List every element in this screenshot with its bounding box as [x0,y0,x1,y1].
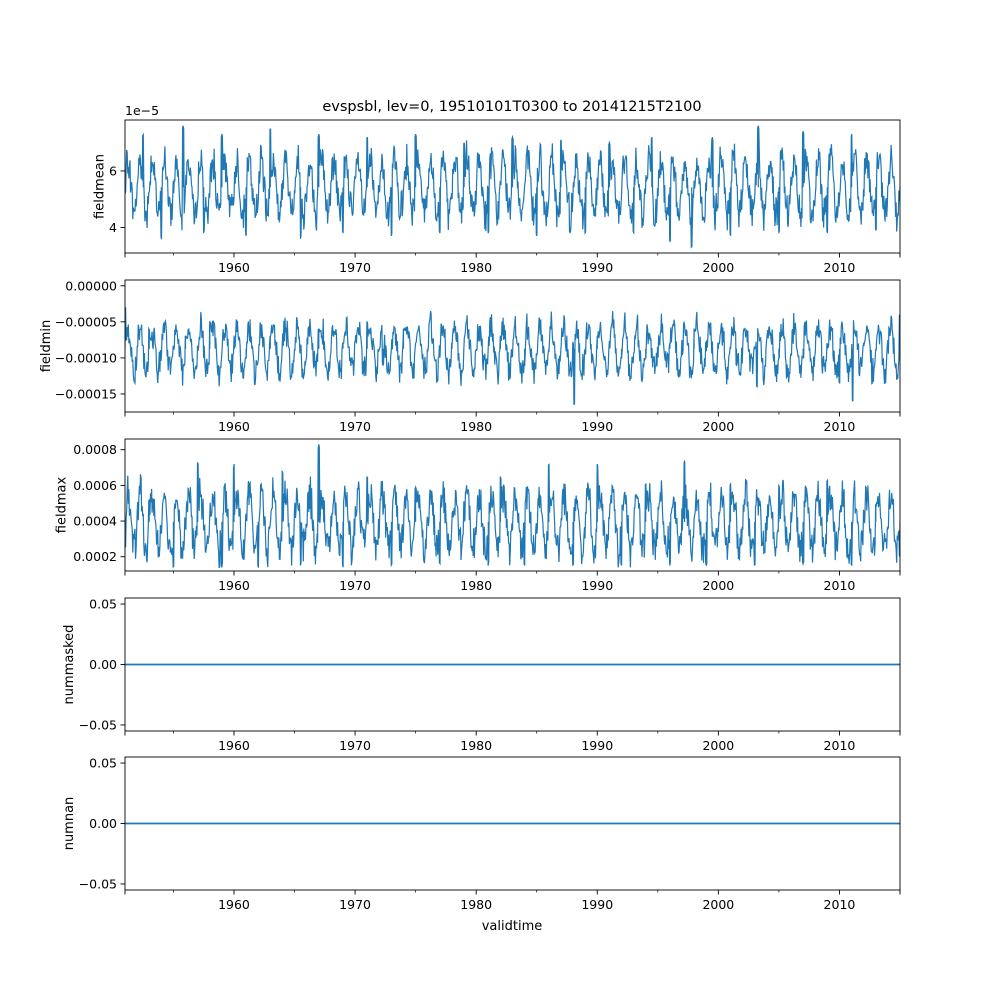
x-tick-label-fieldmin: 1990 [581,419,613,434]
x-tick-label-fieldmin: 2000 [702,419,734,434]
x-tick-label-numnan: 2010 [824,897,856,912]
y-tick-label-numnan: 0.00 [89,816,117,831]
series-line-fieldmax [125,444,900,569]
x-tick-label-fieldmean: 2000 [702,260,734,275]
y-tick-label-fieldmean: 6 [109,163,117,178]
series-line-fieldmean [125,125,900,249]
y-axis-label-numnan: numnan [62,797,77,851]
x-tick-label-fieldmean: 1990 [581,260,613,275]
y-tick-label-fieldmax: 0.0008 [73,442,117,457]
x-axis-label: validtime [482,919,543,934]
panel-nummasked: 1960 1970 1980 1990 2000 2010 0.05 0.00 −0.05num… [62,597,901,753]
x-tick-label-fieldmin: 1960 [218,419,250,434]
x-tick-label-fieldmean: 2010 [824,260,856,275]
x-tick-label-numnan: 2000 [702,897,734,912]
x-tick-label-fieldmin: 2010 [824,419,856,434]
y-axis-label-fieldmax: fieldmax [54,477,69,534]
y-tick-label-nummasked: 0.00 [89,657,117,672]
x-tick-label-nummasked: 1990 [581,738,613,753]
x-tick-label-fieldmax: 2010 [824,578,856,593]
x-tick-label-fieldmax: 1990 [581,578,613,593]
chart-title: evspsbl, lev=0, 19510101T0300 to 2014121… [322,99,701,115]
axes-frame-fieldmin [124,279,901,413]
y-tick-label-fieldmax: 0.0002 [73,549,117,564]
y-tick-label-fieldmax: 0.0006 [73,478,117,493]
x-tick-label-nummasked: 2000 [702,738,734,753]
x-tick-label-fieldmax: 2000 [702,578,734,593]
axes-frame-fieldmax [124,438,901,572]
y-tick-label-fieldmin: −0.00015 [55,386,117,401]
x-tick-label-fieldmean: 1960 [218,260,250,275]
y-offset-label-fieldmean: 1e−5 [125,103,159,118]
y-axis-label-nummasked: nummasked [62,625,77,705]
y-tick-label-fieldmax: 0.0004 [73,514,117,529]
y-axis-label-fieldmean: fieldmean [92,154,107,219]
panel-fieldmin: 1960 1970 1980 1990 2000 2010 0.00000 −0.00005 −… [39,278,901,434]
x-tick-label-numnan: 1980 [460,897,492,912]
y-tick-label-numnan: 0.05 [89,756,117,771]
x-tick-label-numnan: 1970 [339,897,371,912]
x-tick-label-numnan: 1990 [581,897,613,912]
x-tick-label-fieldmean: 1980 [460,260,492,275]
x-tick-label-fieldmax: 1980 [460,578,492,593]
x-tick-label-fieldmax: 1970 [339,578,371,593]
x-tick-label-fieldmin: 1980 [460,419,492,434]
x-tick-label-numnan: 1960 [218,897,250,912]
x-tick-label-nummasked: 1980 [460,738,492,753]
y-tick-label-fieldmean: 4 [109,220,117,235]
y-tick-label-numnan: −0.05 [79,876,117,891]
x-tick-label-nummasked: 1960 [218,738,250,753]
y-tick-label-nummasked: 0.05 [89,597,117,612]
y-tick-label-fieldmin: 0.00000 [65,278,117,293]
x-tick-label-nummasked: 2010 [824,738,856,753]
x-tick-label-fieldmin: 1970 [339,419,371,434]
x-tick-label-fieldmax: 1960 [218,578,250,593]
series-line-fieldmin [125,306,900,405]
panel-numnan: 1960 1970 1980 1990 2000 2010 0.05 0.00 −0.05 num… [62,756,901,912]
y-tick-label-fieldmin: −0.00005 [55,314,117,329]
y-tick-label-nummasked: −0.05 [79,717,117,732]
panel-fieldmax: 1960 1970 1980 1990 2000 2010 0.0002 0.0004 0.00… [54,438,901,593]
x-tick-label-nummasked: 1970 [339,738,371,753]
y-tick-label-fieldmin: −0.00010 [55,350,117,365]
x-tick-label-fieldmean: 1970 [339,260,371,275]
y-axis-label-fieldmin: fieldmin [39,320,54,373]
axes-frame-fieldmean [124,119,901,254]
